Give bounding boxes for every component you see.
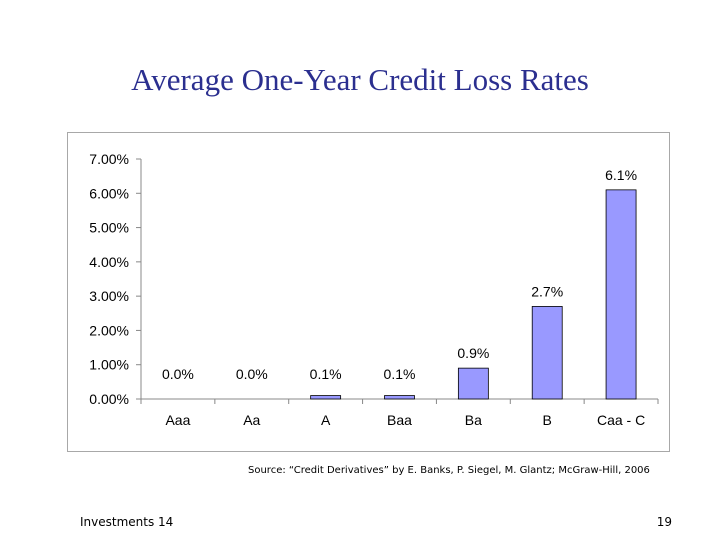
data-label: 0.0% [236, 366, 268, 382]
chart-frame: 0.00% 1.00% 2.00% 3.00% 4.00% 5.00% 6.00% 7.00%… [67, 132, 670, 452]
x-tick-label: Aa [243, 412, 260, 428]
data-label: 0.0% [162, 366, 194, 382]
y-tick-label: 7.00% [89, 151, 129, 167]
x-tick-label: Caa - C [597, 412, 645, 428]
page-number: 19 [656, 515, 672, 529]
x-tick-label: Baa [387, 412, 412, 428]
bar-caa-c [605, 189, 637, 400]
y-tick-label: 4.00% [89, 254, 129, 270]
bar-baa [384, 395, 415, 400]
x-tick-label: Aaa [165, 412, 190, 428]
y-tick-label: 1.00% [89, 357, 129, 373]
bar-a [310, 395, 342, 400]
footer-course-label: Investments 14 [80, 515, 174, 529]
x-tick-label: B [543, 412, 552, 428]
data-label: 6.1% [605, 167, 637, 183]
y-tick-label: 5.00% [89, 220, 129, 236]
bar-chart: 0.00% 1.00% 2.00% 3.00% 4.00% 5.00% 6.00% 7.00%… [89, 151, 659, 428]
data-label: 0.9% [457, 345, 489, 361]
data-label: 0.1% [310, 366, 342, 382]
data-label: 0.1% [384, 366, 416, 382]
data-label: 2.7% [531, 283, 563, 299]
slide-title: Average One-Year Credit Loss Rates [131, 62, 589, 97]
bar-ba [457, 367, 489, 400]
source-citation: Source: “Credit Derivatives” by E. Banks… [248, 465, 650, 476]
y-tick-label: 3.00% [89, 288, 129, 304]
y-tick-label: 2.00% [89, 322, 129, 338]
x-tick-label: A [321, 412, 331, 428]
y-tick-label: 0.00% [89, 391, 129, 407]
bar-b [531, 306, 563, 400]
y-tick-label: 6.00% [89, 185, 129, 201]
x-tick-label: Ba [465, 412, 482, 428]
